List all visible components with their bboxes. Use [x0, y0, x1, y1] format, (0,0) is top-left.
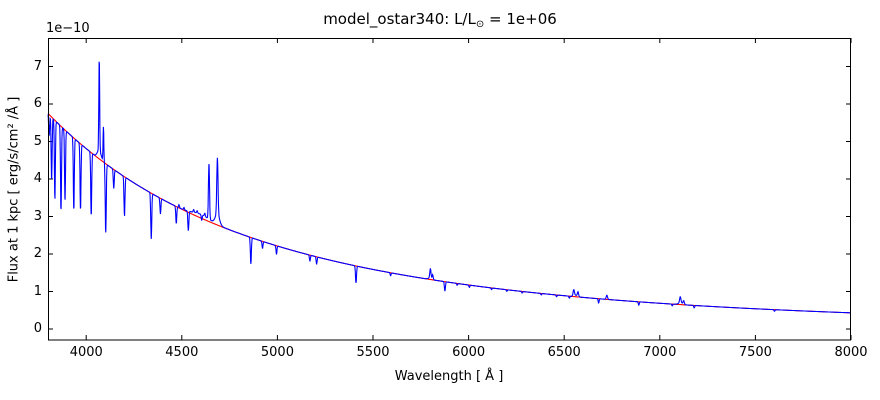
axes-frame: [48, 38, 851, 341]
chart-title: model_ostar340: L/L⊙ = 1e+06: [0, 10, 880, 30]
y-tick-label: 2: [33, 246, 42, 261]
x-tick-label: 6000: [452, 345, 486, 360]
x-tick-label: 7000: [643, 345, 677, 360]
x-tick-label: 4500: [165, 345, 199, 360]
y-tick-label: 7: [33, 58, 42, 74]
x-axis-label: Wavelength [ Å ]: [394, 369, 504, 384]
axis-ticks: [48, 38, 852, 340]
x-tick-label: 8000: [834, 345, 868, 360]
y-tick-label: 1: [33, 283, 42, 299]
y-tick-label: 0: [33, 321, 42, 336]
spectrum-line: [47, 61, 851, 314]
sun-symbol: ⊙: [475, 19, 485, 30]
x-tick-label: 5500: [356, 345, 390, 360]
y-tick-label: 5: [33, 133, 42, 149]
title-prefix: model_ostar340: L/L: [323, 10, 476, 28]
y-tick-label: 4: [33, 171, 42, 186]
x-tick-label: 6500: [547, 345, 581, 360]
x-tick-label: 5000: [260, 345, 294, 360]
x-tick-label: 4000: [69, 345, 103, 360]
y-tick-label: 3: [33, 208, 42, 224]
y-axis-offset-label: 1e−10: [46, 21, 90, 36]
x-tick-label: 7500: [738, 345, 772, 360]
title-suffix: = 1e+06: [484, 10, 557, 28]
y-tick-label: 6: [33, 96, 42, 111]
